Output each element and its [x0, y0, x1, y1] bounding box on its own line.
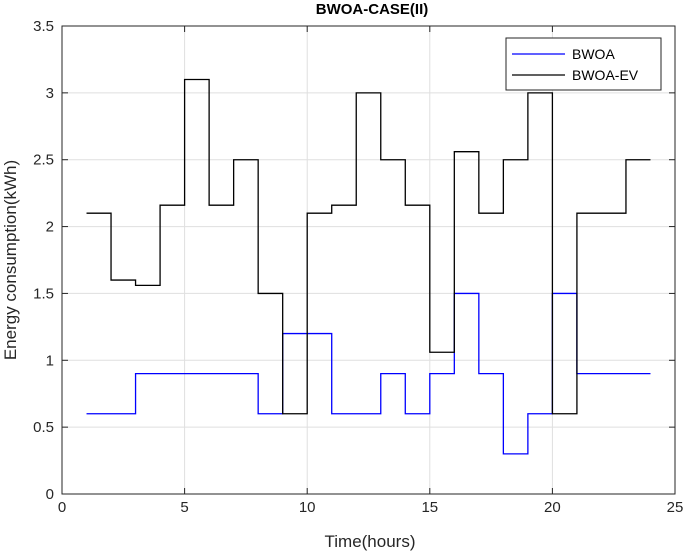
- series-line-bwoa: [86, 292, 651, 455]
- plot-area: [61, 25, 676, 495]
- x-tick-label: 20: [544, 499, 561, 516]
- y-tick-label: 2: [46, 219, 54, 236]
- x-tick-label: 15: [421, 499, 438, 516]
- x-tick-label: 0: [58, 499, 66, 516]
- legend-label-bwoa: BWOA: [572, 46, 615, 62]
- series-line-bwoa-ev: [86, 78, 651, 415]
- x-axis: 0 5 10 15 20 25: [58, 26, 684, 516]
- y-tick-label: 3.5: [33, 18, 54, 35]
- y-tick-label: 2.5: [33, 152, 54, 169]
- y-tick-label: 1.5: [33, 285, 54, 302]
- y-tick-label: 0: [46, 486, 54, 503]
- y-axis-label: Energy consumption(kWh): [1, 160, 20, 360]
- x-tick-label: 5: [180, 499, 188, 516]
- grid: [61, 25, 676, 495]
- legend-label-bwoa-ev: BWOA-EV: [572, 67, 639, 83]
- chart-title: BWOA-CASE(II): [316, 1, 429, 18]
- y-tick-label: 1: [46, 352, 54, 369]
- x-tick-label: 25: [667, 499, 684, 516]
- y-tick-label: 0.5: [33, 419, 54, 436]
- series-lines: [86, 78, 651, 455]
- y-axis: 0 0.5 1 1.5 2 2.5 3 3.5: [33, 18, 675, 503]
- x-tick-label: 10: [299, 499, 316, 516]
- y-tick-label: 3: [46, 85, 54, 102]
- x-axis-label: Time(hours): [325, 532, 416, 551]
- legend: BWOA BWOA-EV: [505, 37, 662, 91]
- legend-box: [505, 37, 662, 91]
